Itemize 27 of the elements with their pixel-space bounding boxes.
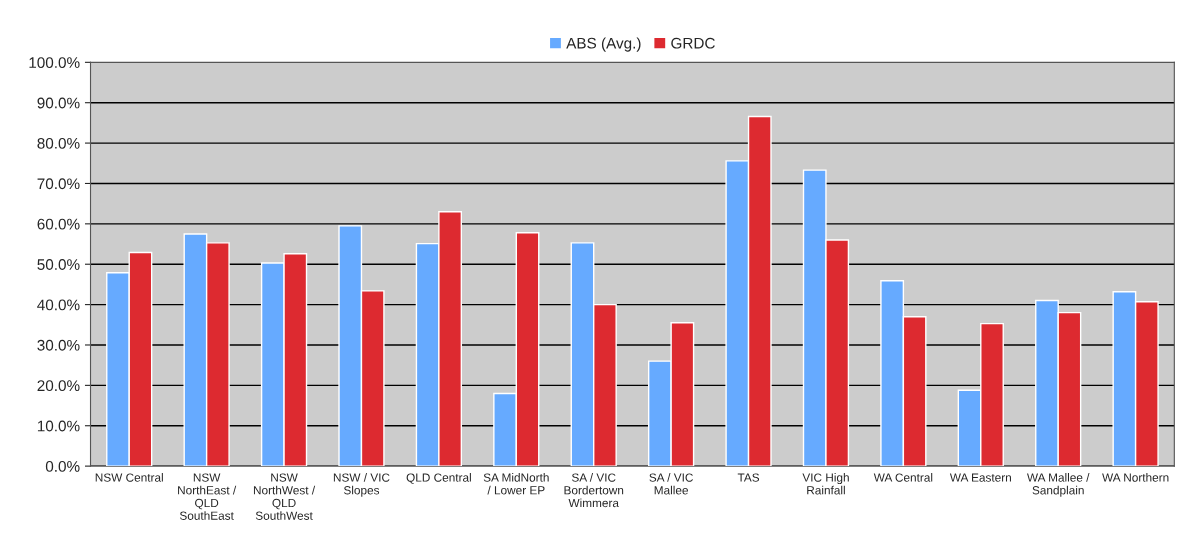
x-tick-label: NSW NorthWest / QLD SouthWest [253, 473, 316, 520]
y-tick-label: 100.0% [29, 57, 80, 69]
x-tick-label: SA MidNorth / Lower EP [483, 473, 549, 495]
y-tick-label: 30.0% [37, 339, 80, 351]
y-tick-label: 80.0% [37, 137, 80, 149]
y-tick-label: 50.0% [37, 259, 80, 270]
x-tick-label: TAS [737, 473, 760, 482]
y-tick-label: 60.0% [37, 218, 80, 230]
y-tick-label: 0.0% [45, 460, 80, 472]
y-tick-label: 40.0% [37, 299, 80, 311]
x-tick-label: NSW Central [95, 473, 163, 482]
x-tick-label: NSW NorthEast / QLD SouthEast [178, 473, 237, 520]
x-tick-label: SA / VIC Mallee [649, 473, 693, 495]
y-tick-label: 10.0% [37, 420, 80, 432]
x-tick-label: NSW / VIC Slopes [333, 473, 390, 497]
legend-label: ABS (Avg.) [566, 37, 641, 52]
x-tick-label: SA / VIC Bordertown Wimmera [564, 473, 624, 508]
x-tick-label: WA Northern [1102, 473, 1169, 482]
legend-label: GRDC [671, 37, 715, 49]
x-tick-label: WA Eastern [949, 473, 1011, 482]
y-tick-label: 20.0% [37, 380, 80, 392]
x-tick-label: VIC High Rainfall [802, 473, 849, 495]
x-tick-label: WA Central [873, 473, 933, 482]
x-tick-label: QLD Central [406, 473, 471, 484]
x-tick-label: WA Mallee / Sandplain [1026, 473, 1090, 497]
y-tick-label: 90.0% [37, 97, 80, 109]
y-tick-label: 70.0% [37, 178, 80, 190]
